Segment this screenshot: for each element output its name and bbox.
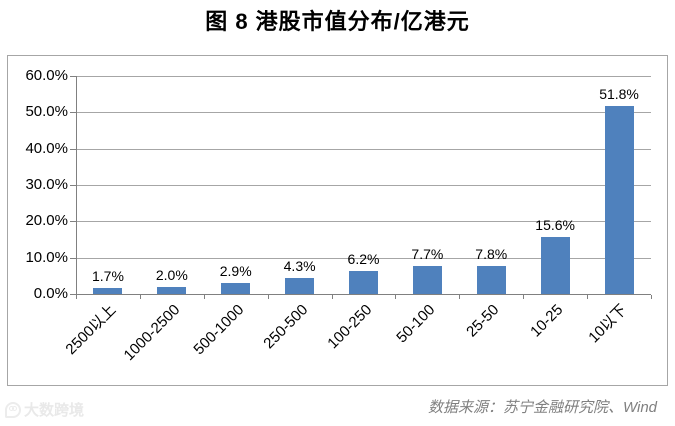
plot-area: 1.7% 2.0% 2.9% 4.3% 6.2% 7.7% 7.8% 15.6% 51.8% [76,76,651,294]
gridline [76,185,651,186]
bar-50-100 [412,266,442,294]
chart-frame: 1.7% 2.0% 2.9% 4.3% 6.2% 7.7% 7.8% 15.6% 51.8% 0… [7,55,668,386]
bar-250-500 [285,278,315,294]
y-axis-tick-label: 20.0% [25,212,68,230]
x-axis-category-label: 100-250 [323,301,375,353]
x-axis-tick [459,295,461,299]
x-axis-tick [395,295,397,299]
x-axis-tick [203,295,205,299]
gridline [76,112,651,114]
bar-value-label: 4.3% [283,258,316,275]
gridline [76,257,651,259]
x-axis-tick [587,295,589,299]
bar-value-label: 2.0% [155,266,188,283]
bar-1000-2500 [157,286,187,294]
gridline [76,148,651,150]
bar-value-label: 15.6% [535,217,575,234]
bar-value-label: 7.8% [475,245,508,262]
y-axis-tick [70,221,76,223]
gridline [76,76,651,77]
bar-value-label: 1.7% [91,267,124,284]
bar-10以下 [604,105,634,294]
bar-100-250 [349,271,378,294]
x-axis-line [76,294,651,295]
y-axis-line [76,76,77,294]
watermark-logo-icon [5,401,21,418]
watermark-label: 大数跨境 [24,402,85,419]
bar-10-25 [540,237,570,294]
y-axis-tick [70,76,76,77]
y-axis-tick-label: 0.0% [33,285,68,302]
gridline [76,221,651,223]
bar-2500以上 [93,287,123,294]
y-axis-tick [70,112,76,114]
chart-title: 图 8 港股市值分布/亿港元 [205,9,470,34]
x-axis-tick [331,295,333,299]
y-axis-tick [70,148,76,150]
y-axis-tick-label: 50.0% [25,103,68,121]
bar-value-label: 6.2% [347,251,380,268]
y-axis-tick-label: 60.0% [25,67,68,84]
x-axis-category-label: 250-500 [259,301,311,353]
y-axis-tick-label: 40.0% [25,139,68,157]
y-axis-tick-label: 30.0% [25,176,68,193]
x-axis-tick [76,295,77,299]
watermark: 大数跨境 [5,399,84,420]
bar-value-label: 2.9% [219,263,252,280]
x-axis-tick [139,295,141,299]
y-axis-tick [70,257,76,259]
data-source-note: 数据来源：苏宁金融研究院、Wind [427,399,657,416]
bar-value-label: 7.7% [411,246,444,263]
y-axis-tick [70,294,76,295]
bar-500-1000 [221,283,251,294]
x-axis-category-label: 500-1000 [190,301,248,359]
x-axis-tick [267,295,269,299]
bar-25-50 [476,265,506,294]
x-axis-tick [523,295,525,299]
y-axis-tick [70,185,76,186]
x-axis-category-label: 50-100 [393,301,439,347]
x-axis-tick [651,295,652,299]
bar-value-label: 51.8% [599,85,639,102]
y-axis-tick-label: 10.0% [25,248,68,266]
